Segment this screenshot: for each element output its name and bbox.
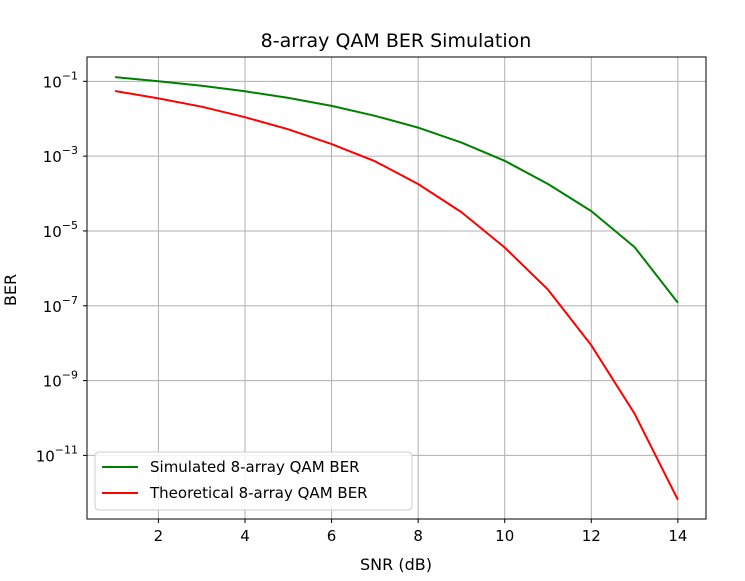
x-axis-label: SNR (dB) [360,555,432,574]
y-tick-label: 10−7 [43,294,78,316]
x-tick-label: 12 [582,527,601,545]
x-tick-label: 2 [154,527,164,545]
legend-label-theoretical: Theoretical 8-array QAM BER [149,484,368,502]
legend-label-simulated: Simulated 8-array QAM BER [150,458,360,476]
series-lines [114,76,679,501]
x-tick-label: 14 [668,527,687,545]
series-line-simulated-8-array-qam-ber [115,76,679,304]
x-tick-label: 8 [413,527,423,545]
x-tick-label: 4 [240,527,250,545]
y-tick-label: 10−5 [43,219,78,241]
y-axis-label: BER [1,274,20,306]
x-tick-label: 6 [327,527,337,545]
legend: Simulated 8-array QAM BER Theoretical 8-… [94,451,413,511]
y-tick-label: 10−1 [43,69,78,91]
plot-frame [86,56,707,520]
x-axis-ticks: 2 4 6 8 10 12 14 [154,519,687,545]
y-tick-label: 10−11 [36,443,78,465]
chart-title: 8-array QAM BER Simulation [261,30,532,52]
x-tick-label: 10 [495,527,514,545]
series-line-theoretical-8-array-qam-ber [114,90,679,501]
y-tick-label: 10−9 [43,369,78,391]
legend-box [94,451,413,511]
y-axis-ticks: 10−11 10−9 10−7 10−5 10−3 10−1 [36,69,87,465]
y-tick-label: 10−3 [43,144,78,166]
